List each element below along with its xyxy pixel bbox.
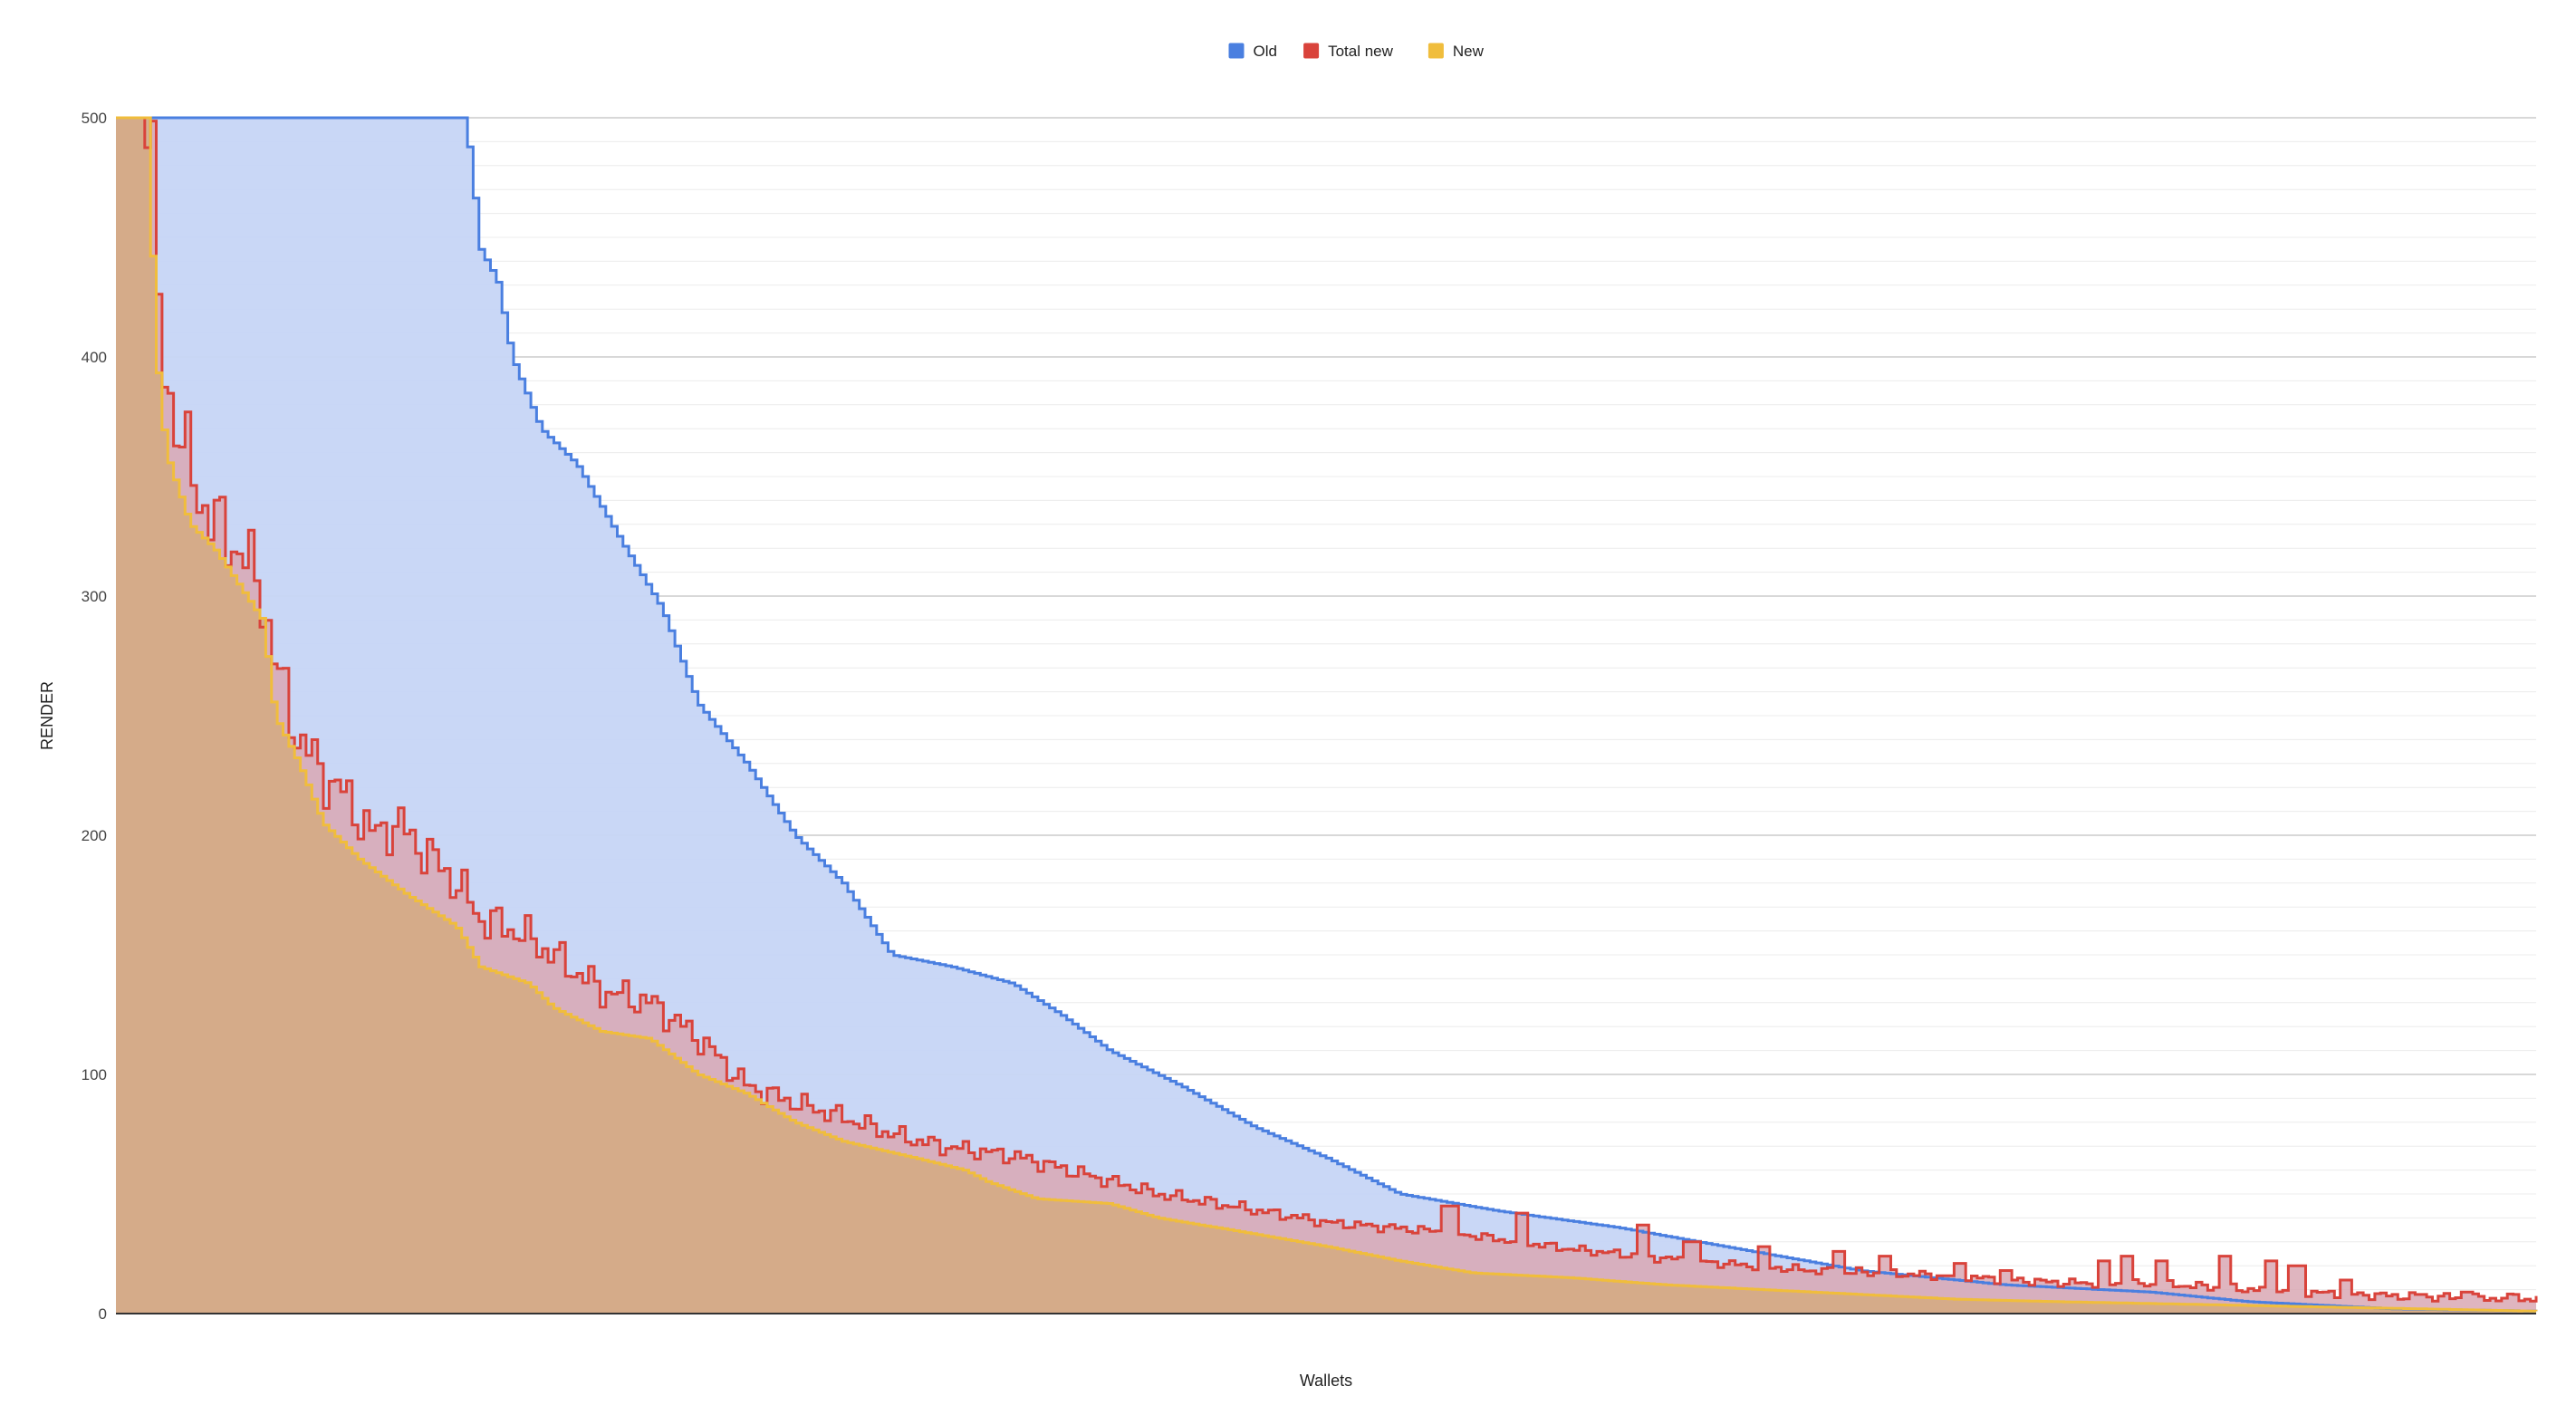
legend-label-total-new: Total new (1328, 43, 1394, 60)
y-tick-label: 0 (99, 1305, 107, 1323)
series-lines (116, 116, 2538, 1313)
series-area-new (116, 118, 2536, 1314)
legend-item-total-new[interactable]: Total new (1303, 43, 1394, 60)
legend-item-old[interactable]: Old (1228, 43, 1277, 60)
y-tick-label: 200 (82, 827, 107, 844)
x-axis-title: Wallets (1300, 1372, 1352, 1390)
legend[interactable]: Old Total new New (1228, 43, 1485, 60)
legend-label-old: Old (1254, 43, 1277, 60)
legend-swatch-total-new (1303, 43, 1320, 59)
y-tick-label: 100 (82, 1066, 107, 1083)
y-tick-label: 300 (82, 588, 107, 605)
y-tick-label: 500 (82, 110, 107, 127)
legend-swatch-new (1427, 43, 1444, 59)
legend-item-new[interactable]: New (1427, 43, 1485, 60)
series-line-old[interactable] (116, 116, 2538, 1313)
legend-label-new: New (1453, 43, 1485, 60)
series-line-total-new[interactable] (116, 116, 2538, 1303)
series-line-new[interactable] (116, 116, 2538, 1313)
series-areas (116, 118, 2536, 1314)
y-tick-labels: 0 100 200 300 400 500 (82, 110, 107, 1323)
y-axis-title: RENDER (38, 681, 56, 750)
y-tick-label: 400 (82, 349, 107, 366)
legend-swatch-old (1228, 43, 1245, 59)
series-area-old (116, 118, 2536, 1314)
